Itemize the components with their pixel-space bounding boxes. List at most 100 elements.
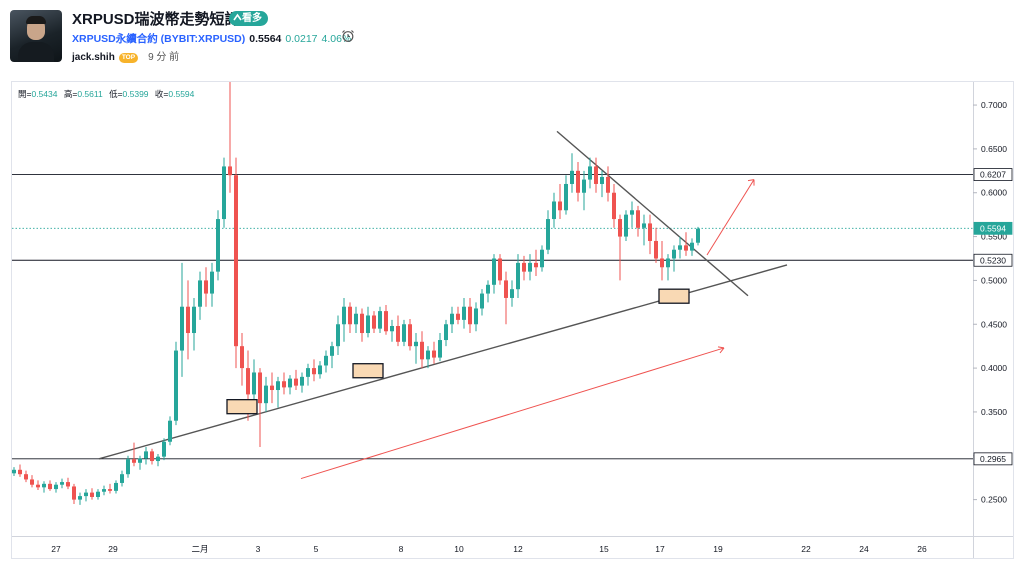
candle-body — [654, 240, 658, 259]
candle-body — [240, 346, 244, 369]
candle-body — [108, 489, 112, 491]
time-tick-label: 19 — [713, 544, 723, 554]
symbol-link[interactable]: XRPUSD永續合約 (BYBIT:XRPUSD) — [72, 33, 246, 45]
price-axis[interactable]: 0.25000.30000.35000.40000.45000.50000.55… — [973, 82, 1013, 558]
candle-body — [384, 311, 388, 332]
candle-body — [558, 201, 562, 211]
candle-body — [126, 459, 130, 475]
level-price-text: 0.6207 — [980, 170, 1006, 180]
idea-header: XRPUSD瑞波幣走勢短評 看多 XRPUSD永續合約 (BYBIT:XRPUS… — [0, 0, 1024, 72]
candle-body — [72, 486, 76, 500]
candle-body — [216, 219, 220, 272]
time-tick-label: 27 — [51, 544, 61, 554]
price-tick-label: 0.6500 — [981, 144, 1007, 154]
long-badge-label: 看多 — [242, 13, 262, 24]
time-tick-label: 29 — [108, 544, 118, 554]
author-avatar[interactable] — [10, 10, 62, 62]
candle-body — [516, 262, 520, 290]
symbol-line: XRPUSD永續合約 (BYBIT:XRPUSD) 0.5564 0.0217 4.0… — [72, 31, 351, 46]
candle-body — [174, 350, 178, 421]
candle-body — [660, 258, 664, 268]
candle-body — [48, 483, 52, 490]
candle-body — [438, 340, 442, 358]
candle-body — [510, 289, 514, 298]
time-axis[interactable]: 27 29 二月 3 5 8 10 12 15 17 19 22 24 26 — [12, 536, 1013, 555]
price-tick-label: 0.2500 — [981, 495, 1007, 505]
candle-body — [588, 166, 592, 180]
candle-body — [264, 385, 268, 404]
candle-body — [450, 313, 454, 325]
candle-body — [156, 456, 160, 462]
candle-body — [234, 175, 238, 347]
candle-body — [246, 368, 250, 395]
candle-body — [624, 214, 628, 237]
candle-body — [198, 280, 202, 307]
candle-body — [204, 280, 208, 294]
avatar-body — [18, 42, 54, 62]
candle-body — [564, 183, 568, 211]
symbol-change-pct: 4.06% — [321, 33, 352, 45]
candle-body — [378, 311, 382, 329]
support-boxes — [226, 288, 690, 415]
candle-body — [690, 242, 694, 251]
bullish-trend-arrow — [300, 347, 725, 480]
candle-body — [282, 381, 286, 388]
chart-levels — [12, 174, 973, 460]
candle-body — [150, 451, 154, 462]
open-value: 0.5434 — [31, 89, 58, 99]
candle-body — [594, 166, 598, 184]
symbol-price: 0.5564 — [249, 33, 282, 45]
candle-body — [414, 341, 418, 347]
candle-body — [522, 262, 526, 272]
time-tick-label: 二月 — [191, 544, 208, 554]
candle-body — [684, 245, 688, 251]
current-price-text: 0.5594 — [980, 223, 1006, 233]
ohlc-legend: 開=0.5434 高=0.5611 低=0.5399 收=0.5594 — [18, 88, 194, 100]
price-tick-label: 0.6000 — [981, 188, 1007, 198]
publish-time: 9 分 前 — [148, 52, 180, 63]
candle-body — [408, 324, 412, 347]
symbol-change: 0.0217 — [285, 33, 318, 45]
chart-canvas[interactable]: 0.25000.30000.35000.40000.45000.50000.55… — [12, 82, 1013, 558]
candle-body — [462, 306, 466, 320]
time-tick-label: 15 — [599, 544, 609, 554]
time-tick-label: 3 — [256, 544, 261, 554]
candle-body — [330, 346, 334, 356]
candle-body — [210, 271, 214, 294]
high-label: 高= — [63, 89, 78, 99]
time-tick-label: 8 — [399, 544, 404, 554]
candle-body — [612, 192, 616, 220]
candle-body — [252, 372, 256, 395]
candle-body — [678, 245, 682, 250]
level-price-label — [973, 452, 1013, 466]
price-tick-label: 0.5500 — [981, 232, 1007, 242]
candle-body — [60, 482, 64, 485]
low-label: 低= — [109, 89, 123, 99]
candle-body — [696, 228, 700, 243]
time-tick-label: 5 — [314, 544, 319, 554]
long-badge: 看多 — [229, 11, 268, 26]
candle-body — [306, 368, 310, 377]
candle-body — [114, 482, 118, 491]
candle-body — [354, 313, 358, 325]
descending-resistance-line — [556, 130, 749, 297]
price-chart[interactable]: 0.25000.30000.35000.40000.45000.50000.55… — [11, 81, 1014, 559]
alarm-clock-icon[interactable] — [341, 29, 355, 43]
candle-body — [144, 451, 148, 459]
candle-body — [468, 306, 472, 325]
candle-body — [180, 306, 184, 351]
candle-body — [498, 258, 502, 281]
candle-body — [366, 315, 370, 334]
candle-body — [30, 479, 34, 485]
candle-body — [300, 376, 304, 386]
current-price-label — [973, 221, 1013, 235]
candle-body — [348, 306, 352, 325]
close-value: 0.5594 — [168, 89, 195, 99]
candle-body — [312, 368, 316, 375]
author-name[interactable]: jack.shih — [72, 52, 115, 63]
candle-body — [276, 381, 280, 391]
support-box — [352, 363, 384, 379]
candle-body — [96, 491, 100, 497]
candle-body — [18, 469, 22, 475]
candle-body — [162, 441, 166, 457]
